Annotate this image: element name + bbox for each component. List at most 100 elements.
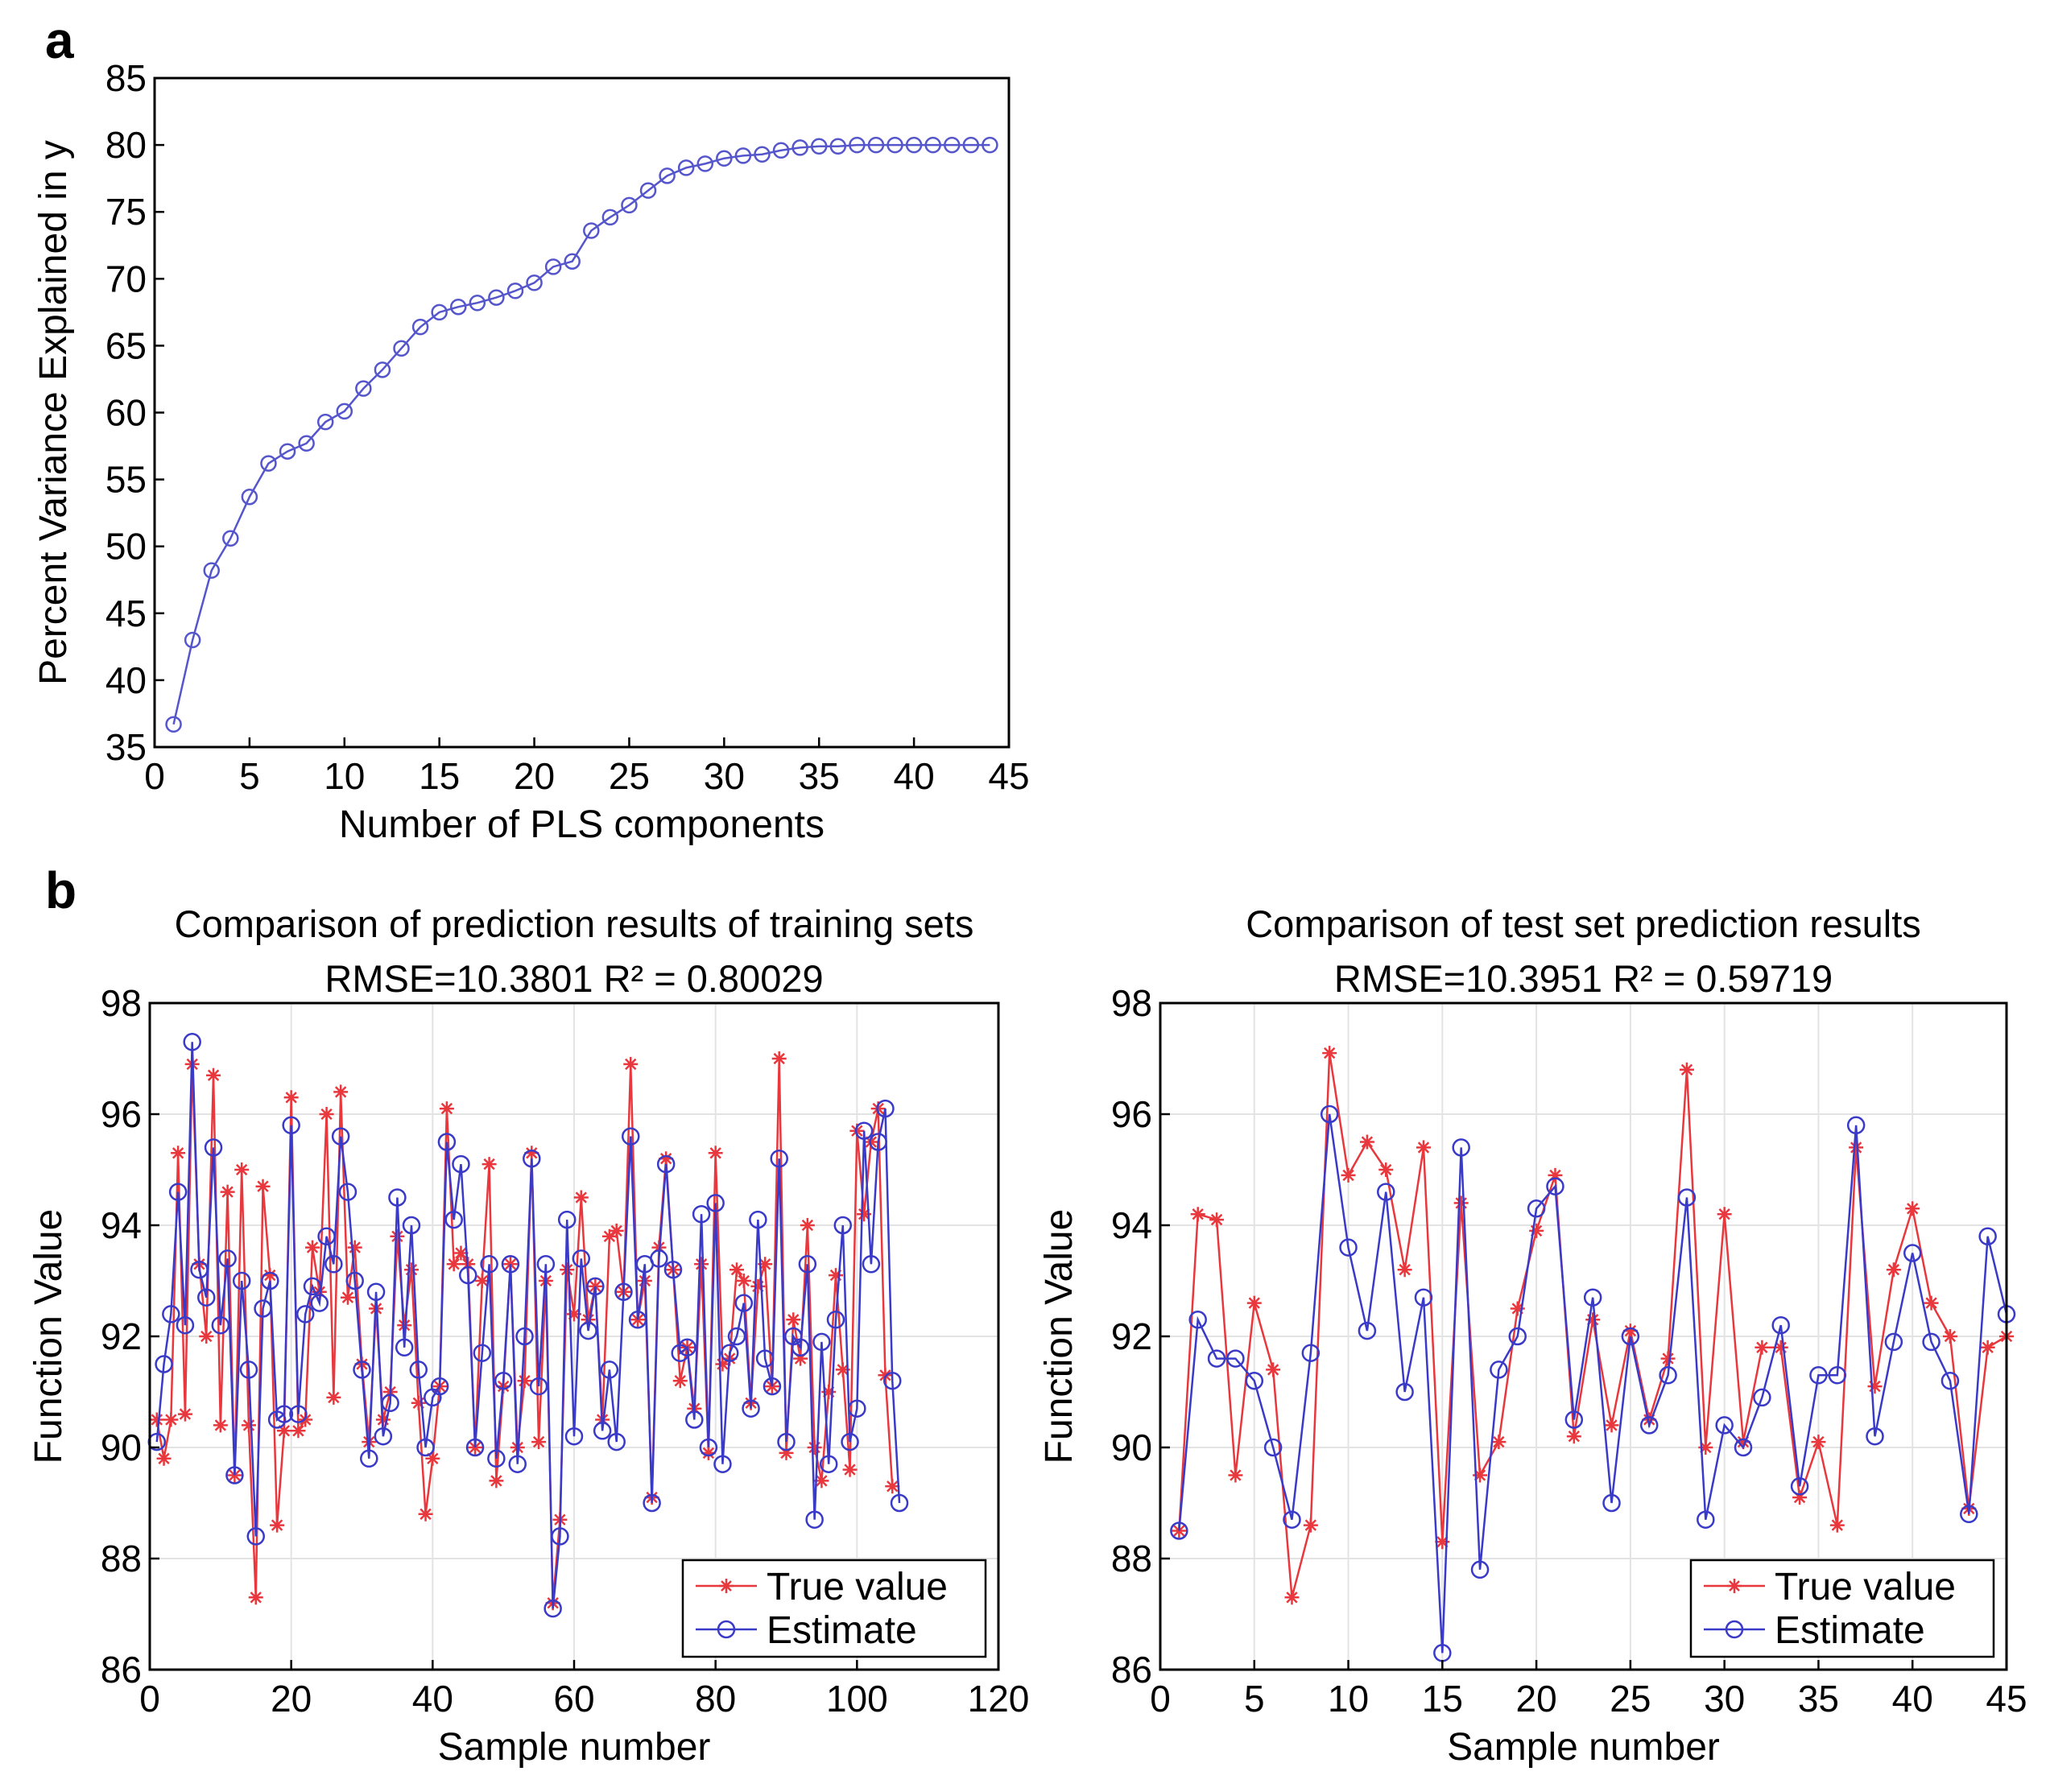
data-point [437, 1133, 457, 1151]
legend-item: True value [696, 1566, 948, 1608]
data-point [282, 1116, 300, 1135]
data-point [1884, 1332, 1903, 1352]
data-point [1527, 1199, 1546, 1218]
data-point [526, 275, 543, 291]
x-axis-label: Sample number [438, 1726, 711, 1769]
y-tick-label: 50 [105, 526, 147, 568]
data-point [261, 1271, 279, 1290]
data-point [1170, 1522, 1188, 1540]
legend-item: Estimate [1704, 1609, 1925, 1652]
data-point [755, 1349, 775, 1368]
data-point [190, 1260, 209, 1279]
data-point [924, 136, 941, 154]
data-point [1546, 1177, 1564, 1195]
legend-label: True value [1775, 1566, 1956, 1608]
data-point [469, 294, 486, 312]
data-point [1604, 1418, 1619, 1433]
data-point [1263, 1438, 1283, 1457]
data-point [694, 1257, 709, 1272]
data-point [149, 1412, 164, 1427]
x-tick-label: 30 [1704, 1678, 1745, 1720]
data-point [474, 1274, 490, 1288]
data-point [275, 1405, 294, 1423]
data-point [1564, 1410, 1584, 1429]
data-point [601, 1228, 617, 1244]
data-point [1358, 1321, 1377, 1340]
x-tick-label: 5 [1244, 1678, 1265, 1720]
data-point [805, 1510, 824, 1529]
data-point [1322, 1046, 1337, 1061]
data-point [807, 1440, 822, 1455]
data-point [663, 1260, 683, 1279]
data-point [793, 1351, 808, 1366]
data-point [165, 716, 182, 733]
data-point [609, 1223, 624, 1238]
chart-b2: 0 5 10 15 20 25 30 35 40 45 86 88 90 92 94 96 98 Sample n… [1038, 902, 2027, 1769]
data-point [1397, 1262, 1412, 1278]
x-tick-label: 5 [239, 755, 260, 797]
y-axis-label: Function Value [27, 1209, 70, 1464]
data-point [867, 136, 885, 154]
data-point [734, 1294, 754, 1312]
data-point [1790, 1477, 1809, 1496]
legend-label: Estimate [767, 1609, 917, 1652]
data-point [600, 1361, 619, 1379]
data-point [614, 1282, 633, 1302]
data-point [1942, 1329, 1957, 1344]
data-point [360, 1449, 378, 1468]
data-point [1621, 1327, 1640, 1346]
legend-item: True value [1704, 1566, 1956, 1608]
data-point [319, 1107, 334, 1121]
data-point [791, 139, 808, 156]
data-point [1809, 1366, 1828, 1385]
x-tick-label: 80 [695, 1678, 736, 1720]
plot-frame [153, 76, 1011, 749]
data-point [1491, 1435, 1507, 1450]
data-point [678, 1338, 696, 1357]
data-point [1453, 1195, 1469, 1211]
data-point [677, 159, 695, 176]
legend-marker [1727, 1579, 1742, 1593]
data-point [1922, 1332, 1940, 1352]
data-point [177, 1406, 192, 1422]
data-point [716, 150, 733, 167]
data-point [1622, 1323, 1638, 1339]
data-point [754, 146, 771, 163]
data-point [1245, 1371, 1264, 1390]
data-point [685, 1410, 704, 1429]
data-point [199, 1329, 214, 1344]
data-point [246, 1527, 265, 1546]
data-point [531, 1435, 547, 1450]
x-tick-label: 25 [1610, 1678, 1651, 1720]
data-point [586, 1277, 605, 1296]
data-point [810, 138, 828, 155]
data-point [430, 1377, 449, 1396]
data-point [1753, 1388, 1771, 1407]
data-point [791, 1338, 810, 1357]
data-point [573, 1190, 589, 1205]
data-point [411, 1395, 426, 1410]
data-point [1697, 1510, 1715, 1529]
data-point [890, 1493, 909, 1513]
data-point [260, 455, 277, 472]
data-point [798, 1255, 817, 1274]
data-point [749, 1210, 767, 1229]
data-point [1940, 1371, 1960, 1390]
y-axis-label: Percent Variance Explained in y [32, 140, 75, 685]
series-estimate [1170, 1105, 2016, 1662]
y-tick-label: 94 [101, 1204, 142, 1246]
data-point [1585, 1312, 1601, 1327]
legend-box [681, 1559, 987, 1658]
y-tick-label: 96 [1111, 1093, 1152, 1135]
data-point [849, 136, 866, 154]
chart-subtitle: RMSE=10.3801 R² = 0.80029 [324, 957, 823, 1000]
data-point [289, 1405, 308, 1423]
legend-box [1689, 1559, 1995, 1658]
x-tick-label: 45 [1986, 1678, 2027, 1720]
x-tick-label: 15 [1422, 1678, 1463, 1720]
data-point [734, 147, 752, 164]
y-tick-label: 55 [105, 459, 147, 501]
data-point [1849, 1140, 1864, 1155]
data-point [819, 1455, 838, 1473]
